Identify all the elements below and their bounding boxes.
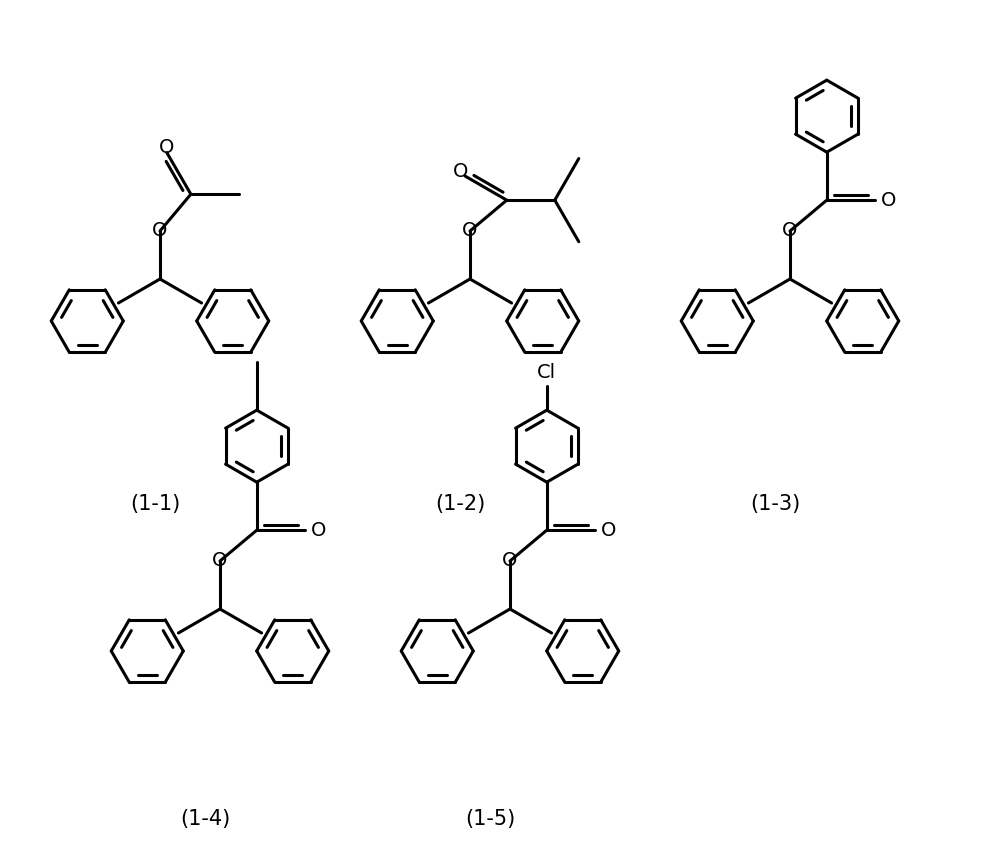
Text: (1-4): (1-4) <box>180 809 230 829</box>
Text: O: O <box>601 521 616 539</box>
Text: O: O <box>782 222 798 241</box>
Text: O: O <box>462 222 478 241</box>
Text: Cl: Cl <box>537 362 556 381</box>
Text: (1-3): (1-3) <box>750 494 800 514</box>
Text: O: O <box>152 222 168 241</box>
Text: (1-1): (1-1) <box>130 494 180 514</box>
Text: O: O <box>159 138 175 157</box>
Text: O: O <box>212 551 228 570</box>
Text: O: O <box>311 521 326 539</box>
Text: O: O <box>502 551 518 570</box>
Text: (1-2): (1-2) <box>435 494 485 514</box>
Text: O: O <box>881 191 896 210</box>
Text: (1-5): (1-5) <box>465 809 515 829</box>
Text: O: O <box>453 161 468 180</box>
